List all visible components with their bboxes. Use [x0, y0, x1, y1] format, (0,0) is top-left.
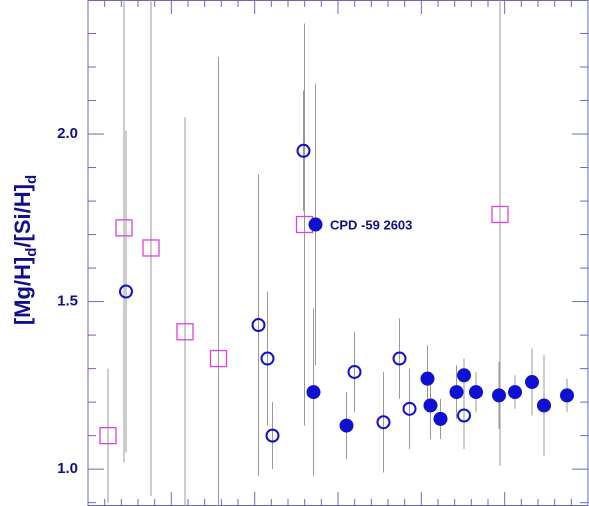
y-label-sub: d: [23, 248, 40, 257]
point: [176, 323, 194, 341]
point: [308, 217, 323, 232]
point: [260, 351, 275, 366]
point: [251, 318, 266, 333]
y-label-part: /[Si/H]: [10, 184, 35, 248]
plot-frame: [87, 0, 589, 506]
point: [392, 351, 407, 366]
point: [296, 143, 311, 158]
y-tick-label: 1.5: [57, 293, 78, 310]
point: [537, 398, 551, 413]
point: [508, 385, 522, 400]
y-tick-label: 1.0: [57, 460, 78, 477]
point: [492, 388, 506, 403]
point: [420, 371, 435, 386]
point: [265, 428, 280, 443]
point: [449, 385, 464, 400]
point: [119, 284, 133, 299]
point: [306, 385, 321, 400]
point: [209, 349, 228, 368]
point: [402, 401, 417, 416]
point: [115, 219, 133, 237]
y-tick-label: 2.0: [57, 125, 78, 142]
point: [347, 364, 362, 379]
point: [457, 408, 471, 423]
point: [423, 398, 438, 413]
point: [339, 418, 354, 433]
point: [525, 375, 539, 390]
point: [433, 411, 448, 426]
point: [469, 385, 483, 400]
point: [99, 426, 117, 445]
annotation: CPD -59 2603: [330, 217, 412, 232]
y-axis-label: [Mg/H]d/[Si/H]d: [10, 175, 41, 325]
point: [491, 205, 509, 224]
point: [560, 388, 574, 403]
y-label-part: [Mg/H]: [10, 257, 35, 325]
point: [376, 415, 391, 430]
y-label-sub: d: [23, 175, 40, 184]
point: [142, 239, 160, 257]
point: [457, 368, 471, 383]
